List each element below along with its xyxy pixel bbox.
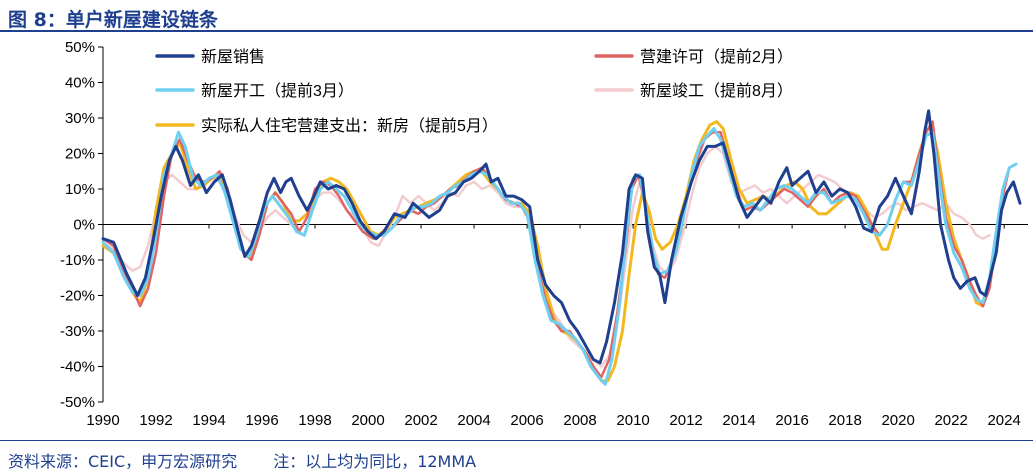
legend-label: 新屋竣工（提前8月） bbox=[640, 82, 793, 100]
footnote: 注：以上均为同比，12MMA bbox=[273, 452, 477, 471]
x-tick-label: 1992 bbox=[139, 412, 172, 429]
legend-label: 营建许可（提前2月） bbox=[640, 48, 793, 66]
x-tick-label: 2000 bbox=[351, 412, 384, 429]
x-tick-label: 2014 bbox=[722, 412, 755, 429]
x-tick-label: 1994 bbox=[192, 412, 225, 429]
y-tick-label: 50% bbox=[65, 39, 95, 56]
y-tick-label: -30% bbox=[60, 323, 95, 340]
y-tick-label: 30% bbox=[65, 110, 95, 127]
y-tick-label: -40% bbox=[60, 359, 95, 376]
series-line-0 bbox=[101, 109, 1022, 365]
x-tick-label: 2024 bbox=[987, 412, 1020, 429]
legend-label: 实际私人住宅营建支出：新房（提前5月） bbox=[201, 117, 498, 135]
footer-notes: 资料来源：CEIC，申万宏源研究 注：以上均为同比，12MMA bbox=[8, 448, 476, 472]
x-tick-label: 2008 bbox=[563, 412, 596, 429]
chart-series bbox=[101, 109, 1022, 386]
x-tick-label: 2002 bbox=[404, 412, 437, 429]
x-tick-label: 2004 bbox=[457, 412, 490, 429]
x-tick-label: 2006 bbox=[510, 412, 543, 429]
chart-legend: 新屋销售 营建许可（提前2月） 新屋开工（提前3月） 新屋竣工（提前8月） 实际私人住宅… bbox=[155, 48, 793, 135]
x-tick-label: 2010 bbox=[616, 412, 649, 429]
footer-divider bbox=[0, 440, 1033, 441]
y-tick-label: -10% bbox=[60, 252, 95, 269]
page-title: 图 8：单户新屋建设链条 bbox=[8, 9, 218, 31]
chart-axes: -50% -40% -30% -20% -10% 0% 10% 20% 30% 40% 50% 199… bbox=[60, 39, 1028, 429]
y-tick-label: -50% bbox=[60, 394, 95, 411]
title-bar: 图 8：单户新屋建设链条 bbox=[0, 0, 1033, 34]
title-divider bbox=[0, 30, 1033, 32]
y-tick-label: 40% bbox=[65, 75, 95, 92]
x-tick-label: 1996 bbox=[245, 412, 278, 429]
x-tick-label: 2018 bbox=[828, 412, 861, 429]
x-tick-label: 1990 bbox=[86, 412, 119, 429]
source-note: 资料来源：CEIC，申万宏源研究 bbox=[8, 452, 238, 471]
x-tick-label: 1998 bbox=[298, 412, 331, 429]
x-tick-label: 2020 bbox=[881, 412, 914, 429]
series-line-4 bbox=[101, 120, 1005, 383]
y-tick-label: 0% bbox=[73, 217, 95, 234]
y-tick-label: 20% bbox=[65, 146, 95, 163]
series-line-2 bbox=[101, 127, 1018, 386]
legend-label: 新屋销售 bbox=[201, 48, 265, 66]
x-tick-label: 2016 bbox=[775, 412, 808, 429]
legend-label: 新屋开工（提前3月） bbox=[201, 82, 354, 100]
y-tick-label: 10% bbox=[65, 181, 95, 198]
x-tick-label: 2022 bbox=[934, 412, 967, 429]
chart-area: -50% -40% -30% -20% -10% 0% 10% 20% 30% 40% 50% 199… bbox=[0, 34, 1033, 439]
x-tick-label: 2012 bbox=[669, 412, 702, 429]
series-line-3 bbox=[101, 145, 991, 368]
y-tick-label: -20% bbox=[60, 288, 95, 305]
line-chart: -50% -40% -30% -20% -10% 0% 10% 20% 30% 40% 50% 199… bbox=[60, 39, 1028, 429]
